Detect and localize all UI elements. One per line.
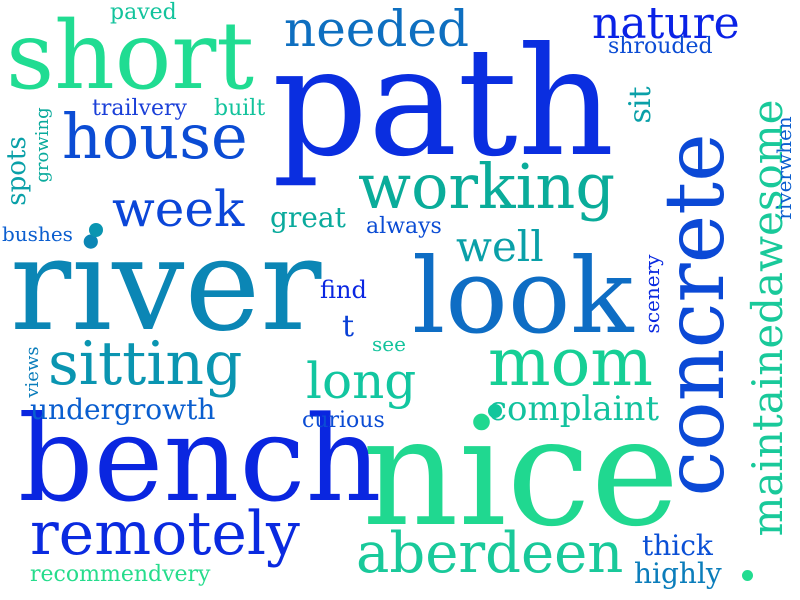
word-thick: thick [642, 529, 713, 562]
word-house: house [62, 100, 248, 173]
word-growing: growing [32, 107, 53, 183]
word-river: river [10, 211, 322, 360]
word-always: always [366, 214, 442, 239]
word-t: t [342, 309, 355, 344]
word-working: working [358, 150, 616, 223]
word-nice: nice [362, 386, 680, 560]
word-see: see [372, 332, 406, 356]
word-scenery: scenery [640, 254, 664, 334]
word-curious: curious [302, 408, 385, 433]
word-remotely: remotely [30, 499, 300, 569]
word-nature: nature [592, 0, 740, 49]
word-sit: sit [623, 86, 658, 124]
word-paved: paved [110, 0, 177, 25]
word-week: week [112, 180, 245, 238]
word-recommendvery: recommendvery [30, 562, 211, 587]
word-mom: mom [488, 324, 653, 401]
word-built: built [214, 96, 266, 121]
word-views: views [22, 346, 43, 398]
word-short: short [6, 2, 255, 111]
word-needed: needed [284, 0, 469, 58]
word-spots: spots [2, 136, 32, 206]
word-path: path [272, 16, 615, 190]
word-long: long [306, 352, 417, 410]
word-well: well [456, 222, 544, 271]
word-bench: bench [18, 390, 382, 528]
word-sitting: sitting [48, 329, 243, 399]
word-complaint: complaint [488, 389, 660, 429]
word-look: look [412, 235, 634, 357]
dot-marker [488, 404, 502, 418]
word-find: find [320, 276, 367, 304]
word-concrete: concrete [648, 133, 743, 497]
word-riverwhen: riverwhen [772, 116, 796, 220]
word-highly: highly [634, 557, 722, 590]
dot-marker [742, 570, 753, 581]
word-shrouded: shrouded [608, 34, 713, 59]
dot-marker [89, 223, 103, 237]
word-great: great [270, 201, 346, 234]
word-aberdeen: aberdeen [356, 521, 624, 586]
word-trailvery: trailvery [92, 96, 187, 121]
word-undergrowth: undergrowth [30, 393, 216, 426]
word-bushes: bushes [2, 222, 73, 246]
